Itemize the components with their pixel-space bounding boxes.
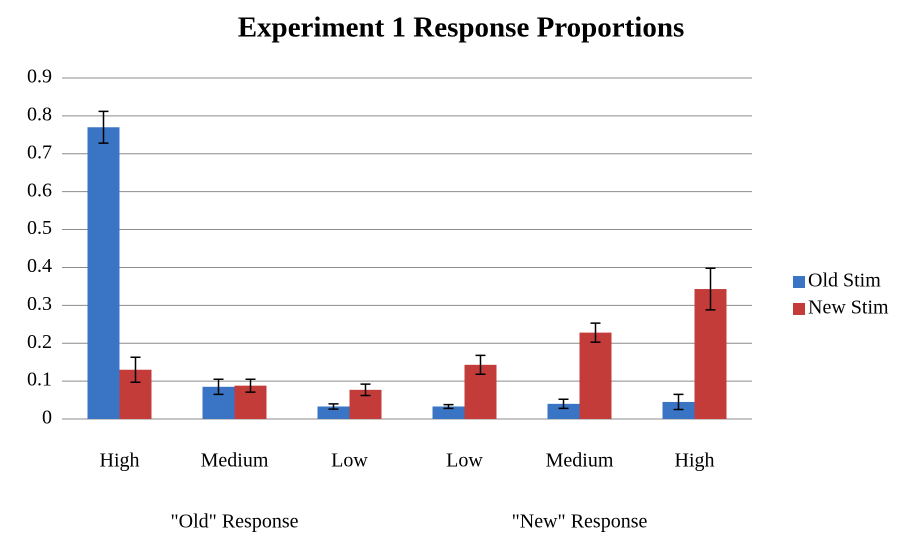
bar [547, 403, 580, 419]
y-tick-label: 0.7 [27, 141, 52, 163]
x-tick-label: Medium [201, 450, 269, 472]
legend-label: Old Stim [808, 270, 881, 292]
error-bar [558, 398, 569, 410]
error-bar [443, 403, 454, 410]
error-bar [705, 267, 716, 311]
error-bar [130, 356, 141, 383]
bar [87, 127, 120, 419]
x-tick-label: Low [446, 450, 483, 472]
bar [432, 406, 465, 419]
y-tick-label: 0.3 [27, 293, 52, 315]
group-label: "New" Response [512, 511, 648, 533]
x-tick-label: Low [331, 450, 368, 472]
y-tick-label: 0.4 [27, 255, 52, 277]
legend-swatch [793, 303, 805, 315]
error-bar [590, 322, 601, 343]
x-tick-label: High [675, 450, 715, 472]
error-bar [213, 378, 224, 396]
y-tick-label: 0.6 [27, 179, 52, 201]
y-tick-label: 0.8 [27, 103, 52, 125]
bar [662, 401, 695, 419]
group-label: "Old" Response [171, 511, 299, 533]
error-bar [245, 378, 256, 393]
x-tick-label: High [100, 450, 140, 472]
y-tick-label: 0.2 [27, 331, 52, 353]
error-bar [475, 354, 486, 376]
error-bar [98, 110, 109, 144]
x-tick-label: Medium [546, 450, 614, 472]
bar [694, 289, 727, 419]
error-bar [328, 403, 339, 410]
error-bar [673, 393, 684, 411]
chart-title: Experiment 1 Response Proportions [238, 12, 685, 44]
error-bar [360, 383, 371, 397]
y-tick-label: 0.1 [27, 369, 52, 391]
legend-label: New Stim [808, 297, 889, 319]
y-tick-label: 0.5 [27, 217, 52, 239]
bar [317, 406, 350, 419]
y-tick-label: 0 [42, 407, 52, 429]
bar [579, 332, 612, 419]
legend-swatch [793, 276, 805, 288]
y-tick-label: 0.9 [27, 66, 52, 88]
